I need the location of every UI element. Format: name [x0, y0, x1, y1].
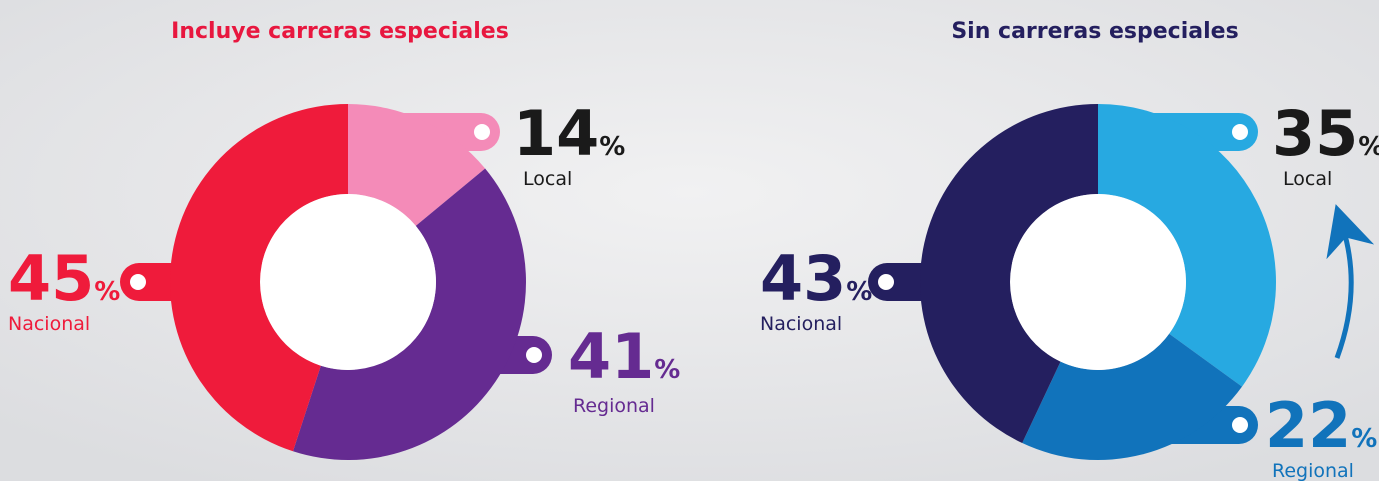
connector-hole: [130, 274, 146, 290]
connector-hole: [878, 274, 894, 290]
value-number: 14: [513, 97, 599, 170]
value-number: 35: [1272, 97, 1358, 170]
category-label: Regional: [573, 395, 655, 417]
value-number: 41: [568, 320, 654, 393]
category-label: Nacional: [8, 313, 90, 335]
value-unit: %: [846, 277, 872, 307]
value-label: 22%: [1265, 389, 1377, 462]
donut-hole: [1010, 194, 1186, 370]
donut-segment: [348, 104, 486, 226]
value-label: 43%: [760, 242, 872, 315]
category-label: Local: [523, 168, 572, 190]
donut-segment: [1022, 333, 1243, 460]
value-unit: %: [1351, 424, 1377, 454]
category-label: Nacional: [760, 313, 842, 335]
value-label: 45%: [8, 242, 120, 315]
value-unit: %: [1358, 132, 1379, 162]
connector-hole: [526, 347, 542, 363]
chart-title: Incluye carreras especiales: [171, 19, 509, 44]
value-label: 35%: [1272, 97, 1379, 170]
category-label: Regional: [1272, 460, 1354, 481]
donut-segment: [1098, 104, 1276, 387]
donut-segment: [169, 104, 348, 452]
chart-title: Sin carreras especiales: [951, 19, 1238, 44]
connector-hole: [1232, 417, 1248, 433]
donut-hole: [260, 194, 436, 370]
value-label: 14%: [513, 97, 625, 170]
value-label: 41%: [568, 320, 680, 393]
connector-hole: [1232, 124, 1248, 140]
donut-segment: [292, 168, 527, 461]
arrow: [1326, 204, 1375, 359]
value-number: 22: [1265, 389, 1351, 462]
donut-segment: [920, 104, 1098, 444]
category-label: Local: [1283, 168, 1332, 190]
value-unit: %: [599, 132, 625, 162]
value-number: 43: [760, 242, 846, 315]
value-unit: %: [94, 277, 120, 307]
connector-hole: [474, 124, 490, 140]
value-number: 45: [8, 242, 94, 315]
value-unit: %: [654, 355, 680, 385]
